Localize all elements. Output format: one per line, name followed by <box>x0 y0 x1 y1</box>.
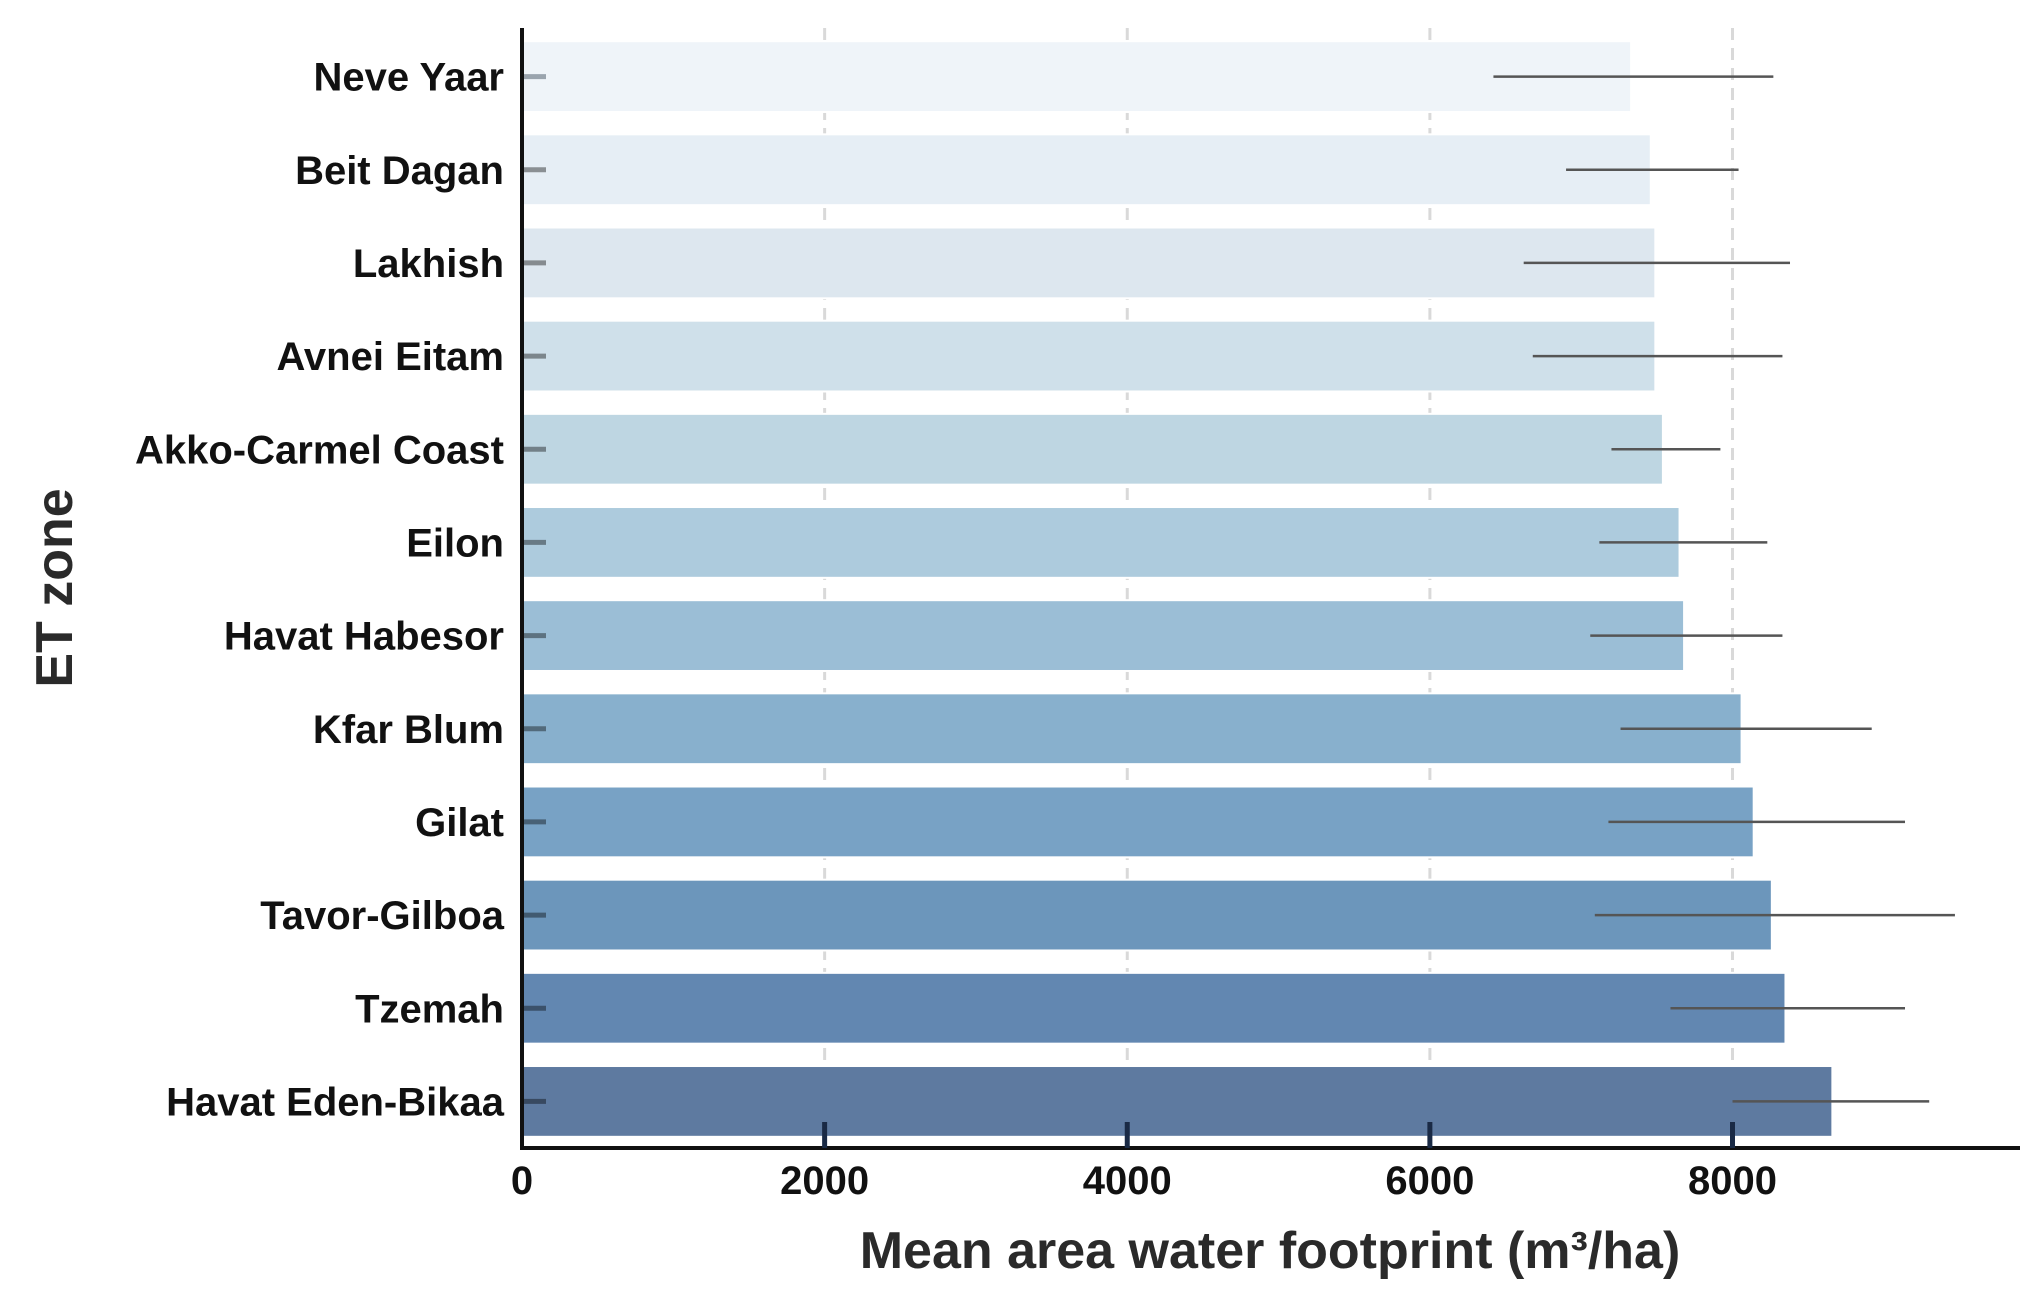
y-tick-label: Eilon <box>406 521 504 565</box>
axis-layer <box>520 28 2020 1150</box>
bar <box>521 226 1657 300</box>
y-tick-label: Tzemah <box>355 987 504 1031</box>
y-axis-title: ET zone <box>26 488 84 687</box>
bar <box>521 1065 1834 1138</box>
y-tick-label: Lakhish <box>353 242 504 286</box>
grid-layer <box>823 28 1735 1148</box>
bar <box>521 133 1652 207</box>
bar <box>521 40 1633 113</box>
x-tick-label: 6000 <box>1385 1159 1474 1203</box>
x-tick-label: 8000 <box>1688 1159 1777 1203</box>
bar <box>521 971 1787 1045</box>
y-tick-label: Avnei Eitam <box>277 335 504 379</box>
x-tick-label: 4000 <box>1083 1159 1172 1203</box>
x-tick-label: 2000 <box>780 1159 869 1203</box>
bar <box>521 878 1773 952</box>
x-axis-title: Mean area water footprint (m³/ha) <box>860 1222 1681 1280</box>
y-tick-label: Havat Eden-Bikaa <box>166 1080 505 1124</box>
x-tick-label: 0 <box>511 1159 533 1203</box>
label-layer: Neve Yaar Beit Dagan Lakhish Avnei Eitam Akk… <box>135 56 1777 1203</box>
bar <box>521 506 1681 579</box>
bar <box>521 412 1664 486</box>
bar-layer <box>521 40 1834 1138</box>
error-layer <box>1493 75 1955 1103</box>
bar <box>521 599 1686 672</box>
bar <box>521 692 1743 766</box>
y-tick-label: Beit Dagan <box>295 149 504 193</box>
y-tick-label: Akko-Carmel Coast <box>135 428 504 472</box>
y-tick-label: Havat Habesor <box>224 615 504 659</box>
y-tick-label: Neve Yaar <box>313 56 504 100</box>
y-tick-label: Gilat <box>415 801 504 845</box>
y-tick-label: Kfar Blum <box>313 708 504 752</box>
y-tick-label: Tavor-Gilboa <box>260 894 504 938</box>
bar <box>521 785 1755 859</box>
bar <box>521 319 1657 393</box>
